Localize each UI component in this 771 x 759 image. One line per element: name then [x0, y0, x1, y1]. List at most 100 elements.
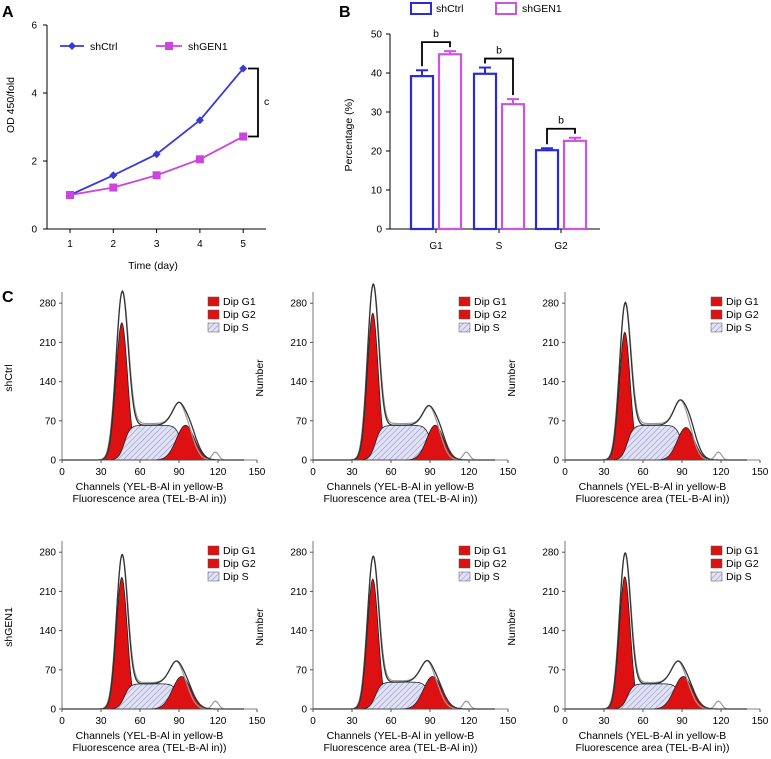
panel-c-r0c2-x-axis-label-line2: Fluorescence area (TEL-B-Al in)) [575, 493, 729, 505]
panel-b-y-axis-label: Percentage (%) [343, 99, 355, 172]
panel-c-r1c2-legend-swatch-2 [710, 571, 723, 582]
panel-c-r0c1-legend-swatch-0 [458, 296, 471, 307]
panel-c-r0c0-legend-swatch-2 [207, 322, 220, 333]
panel-a-y-axis-label: OD 450/fold [5, 77, 17, 133]
panel-c-r1c0-x-tick-label: 120 [210, 716, 227, 727]
panel-c-r1c0-legend-label-0: Dip G1 [223, 545, 256, 557]
panel-c-r0c0-legend-swatch-1 [207, 309, 220, 320]
panel-a-point-shGEN1 [152, 171, 161, 180]
panel-c-r0c0-x-axis-label-line2: Fluorescence area (TEL-B-Al in)) [72, 493, 226, 505]
panel-c-r1c0-y-tick-label: 280 [39, 548, 56, 559]
panel-c-r0c1-x-tick-label: 30 [346, 467, 358, 478]
panel-c-r0c1-y-axis-label: Number [254, 359, 266, 397]
panel-c-r0c1-legend-label-2: Dip S [474, 322, 500, 334]
panel-c-r1c1-x-tick-label: 150 [500, 716, 517, 727]
panel-c-r1c2-legend-label-0: Dip G1 [726, 545, 759, 557]
panel-c-r0c0-y-tick-label: 0 [50, 456, 56, 467]
panel-a-point-shCtrl [109, 171, 118, 180]
panel-b-significance-bracket-G1 [421, 41, 451, 67]
panel-b-bar-shGEN1-G1 [437, 53, 463, 231]
panel-c-r0c1-y-tick-label: 70 [296, 416, 308, 427]
panel-b-bar-shGEN1-G2 [562, 139, 588, 231]
panel-c-histograms: 0 70 140 210 280 0 30 60 90 120 150 shCtrl Channels … [3, 282, 769, 754]
panel-b-x-tick-label: S [496, 241, 503, 252]
panel-a-y-tick-label: 2 [31, 157, 37, 168]
panel-b-bar-shCtrl-G2 [534, 149, 560, 231]
panel-c-r0c1-plot: 0 70 140 210 280 0 30 60 90 120 150 Number Channels … [254, 282, 517, 505]
panel-c-r0c2-y-tick-label: 140 [542, 377, 559, 388]
panel-c-r1c2-y-tick-label: 210 [542, 587, 559, 598]
panel-b-legend-shgen1-label: shGEN1 [522, 3, 562, 15]
panel-c-r0c0-y-tick-label: 70 [45, 416, 57, 427]
panel-c-r0c1-y-tick-label: 280 [290, 299, 307, 310]
panel-a-y-tick-label: 6 [31, 21, 37, 32]
panel-b-legend-shctrl-label: shCtrl [436, 3, 463, 15]
panel-c-r1c2-y-tick-label: 280 [542, 548, 559, 559]
panel-a-series-line-shGEN1 [69, 135, 244, 196]
panel-c-r0c1-legend-label-0: Dip G1 [474, 296, 507, 308]
panel-c-r0c2-legend-label-1: Dip G2 [726, 309, 759, 321]
panel-a-point-shGEN1 [109, 183, 118, 192]
panel-b-significance-bracket-G2 [546, 127, 576, 145]
panel-c-r1c1-x-tick-label: 0 [310, 716, 316, 727]
panel-c-r1c2-x-tick-label: 90 [676, 716, 688, 727]
panel-c-r0c0-legend-label-1: Dip G2 [223, 309, 256, 321]
panel-c-r1c2-y-tick-label: 70 [548, 665, 560, 676]
panel-b-significance-label-G2: b [558, 115, 564, 127]
panel-c-r1c0-x-tick-label: 90 [173, 716, 185, 727]
panel-c-r0c0-plot: 0 70 140 210 280 0 30 60 90 120 150 shCtrl Channels … [3, 289, 266, 505]
panel-c-r1c0-legend-label-2: Dip S [223, 571, 249, 583]
panel-c-r0c2-y-tick-label: 210 [542, 338, 559, 349]
panel-c-r1c0-x-tick-label: 0 [59, 716, 65, 727]
panel-b-y-tick-label: 20 [371, 147, 383, 158]
panel-c-r1c1-y-tick-label: 70 [296, 665, 308, 676]
panel-b-bar-chart: Percentage (%) shCtrl shGEN1 0 10 20 30 40 50… [343, 2, 600, 252]
panel-c-r0c1-x-tick-label: 90 [424, 467, 436, 478]
panel-c-r1c0-legend-label-1: Dip G2 [223, 558, 256, 570]
panel-c-r0c0-y-tick-label: 140 [39, 377, 56, 388]
panel-a-legend-shgen1-marker [165, 42, 173, 50]
panel-b-x-tick-label: G1 [429, 241, 443, 252]
panel-c-r0c2-x-tick-label: 90 [676, 467, 688, 478]
panel-b-y-tick-label: 10 [371, 186, 383, 197]
panel-c-r0c1-y-tick-label: 210 [290, 338, 307, 349]
panel-a-point-shCtrl [195, 116, 204, 125]
panel-c-r1c2-y-tick-label: 140 [542, 626, 559, 637]
panel-c-r1c1-legend-swatch-0 [458, 545, 471, 556]
panel-c-r0c1-y-tick-label: 140 [290, 377, 307, 388]
panel-c-r0c2-x-tick-label: 60 [637, 467, 649, 478]
panel-c-r0c0-x-tick-label: 60 [134, 467, 146, 478]
panel-c-r0c1-y-tick-label: 0 [301, 456, 307, 467]
panel-a-x-tick-label: 5 [240, 239, 246, 250]
panel-b-y-tick-label: 30 [371, 108, 383, 119]
panel-c-r0c2-plot: 0 70 140 210 280 0 30 60 90 120 150 Number Channels … [506, 292, 769, 505]
panel-c-r1c0-legend-swatch-0 [207, 545, 220, 556]
panel-b-significance-bracket-S [484, 57, 514, 96]
panel-a-significance-c: c [264, 96, 269, 108]
panel-c-r1c0-y-axis-label: shGEN1 [3, 607, 15, 647]
panel-a-x-tick-label: 1 [67, 239, 73, 250]
panel-c-r1c2-x-tick-label: 150 [752, 716, 769, 727]
panel-b-y-tick-label: 50 [371, 30, 383, 41]
panel-b-legend-shctrl-swatch [410, 2, 432, 15]
panel-c-r0c1-legend-swatch-1 [458, 309, 471, 320]
panel-c-r1c1-y-tick-label: 280 [290, 548, 307, 559]
panel-b-significance-label-S: b [496, 45, 502, 57]
panel-c-r0c0-y-tick-label: 210 [39, 338, 56, 349]
panel-c-r1c2-legend-swatch-0 [710, 545, 723, 556]
panel-a-x-tick-label: 4 [197, 239, 203, 250]
panel-c-r0c0-x-tick-label: 30 [95, 467, 107, 478]
panel-c-r1c1-x-axis-label-line2: Fluorescence area (TEL-B-Al in)) [323, 742, 477, 754]
panel-c-r1c2-x-tick-label: 60 [637, 716, 649, 727]
panel-c-r0c2-legend-label-2: Dip S [726, 322, 752, 334]
panel-c-r1c0-y-tick-label: 140 [39, 626, 56, 637]
panel-c-r1c1-y-tick-label: 0 [301, 705, 307, 716]
panel-c-r0c0-legend-swatch-0 [207, 296, 220, 307]
panel-c-r1c0-y-tick-label: 70 [45, 665, 57, 676]
panel-c-r1c0-x-axis-label-line1: Channels (YEL-B-Al in yellow-B [76, 730, 224, 742]
panel-a-x-axis-label: Time (day) [128, 260, 178, 272]
panel-c-r0c1-x-axis-label-line1: Channels (YEL-B-Al in yellow-B [327, 481, 475, 493]
panel-a-significance-bracket [248, 67, 259, 138]
panel-c-r1c2-y-axis-label: Number [506, 608, 518, 646]
panel-letter-a: A [2, 4, 14, 21]
